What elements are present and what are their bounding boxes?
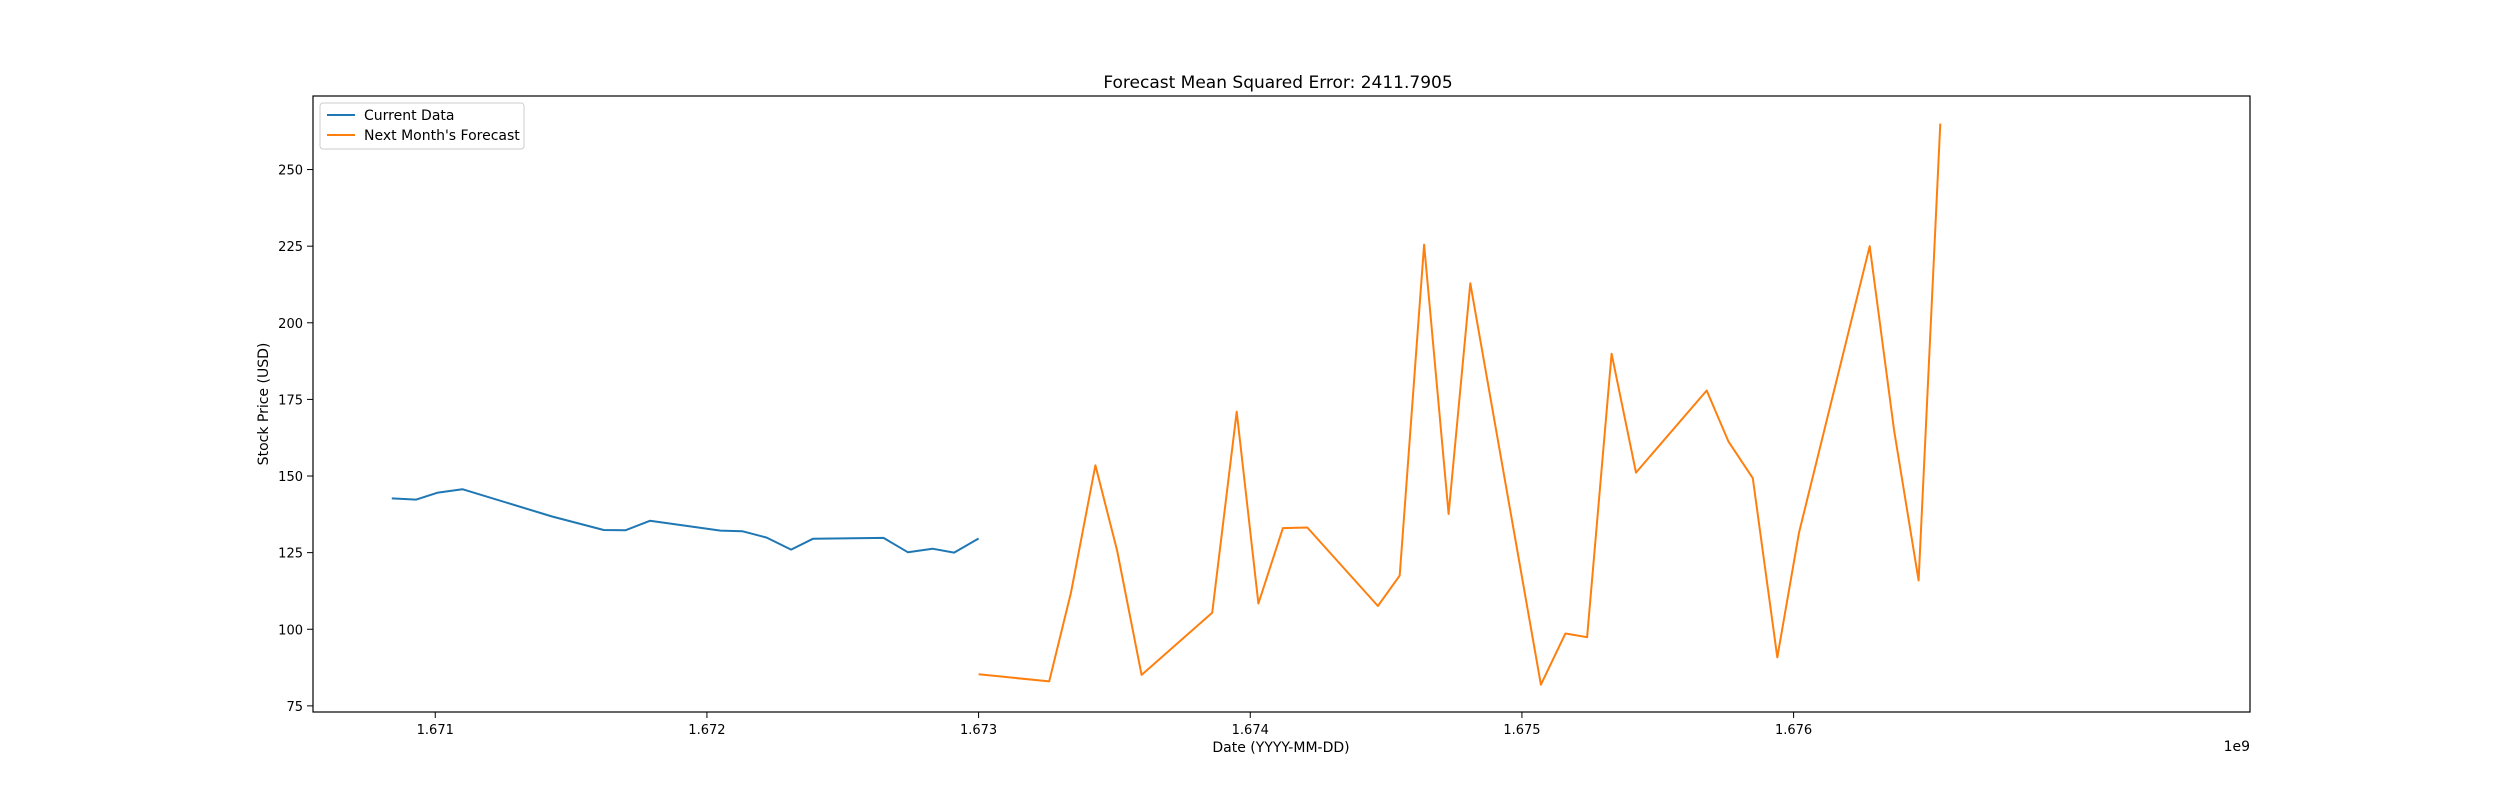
y-tick-label: 225	[278, 240, 303, 255]
plot-area	[312, 95, 2251, 713]
chart-title: Forecast Mean Squared Error: 2411.7905	[1103, 73, 1452, 93]
y-axis: 75 100 125 150 175 200 225 250	[278, 164, 313, 715]
y-tick-label: 200	[278, 317, 303, 332]
plot-frame	[312, 95, 2251, 713]
y-tick-label: 150	[278, 470, 303, 485]
x-axis-offset-label: 1e9	[2224, 739, 2250, 755]
legend-label-forecast: Next Month's Forecast	[364, 128, 520, 144]
y-tick-label: 250	[278, 164, 303, 179]
x-axis-label: Date (YYYY-MM-DD)	[1212, 740, 1349, 756]
x-tick-label: 1.673	[960, 723, 997, 738]
legend: Current Data Next Month's Forecast	[319, 102, 525, 150]
y-tick-label: 100	[278, 623, 303, 638]
x-tick-label: 1.675	[1503, 723, 1540, 738]
legend-label-current-data: Current Data	[364, 108, 454, 124]
x-tick-label: 1.674	[1232, 723, 1269, 738]
legend-box	[319, 102, 525, 150]
series-line-1	[978, 123, 1942, 686]
y-tick-label: 75	[286, 700, 303, 715]
x-tick-label: 1.672	[688, 723, 725, 738]
y-tick-label: 175	[278, 393, 303, 408]
y-axis-label: Stock Price (USD)	[256, 343, 272, 466]
series-line-0	[391, 488, 980, 554]
x-tick-label: 1.676	[1775, 723, 1812, 738]
x-tick-label: 1.671	[417, 723, 454, 738]
y-tick-label: 125	[278, 547, 303, 562]
x-axis: 1.671 1.672 1.673 1.674 1.675 1.676	[417, 712, 1812, 738]
